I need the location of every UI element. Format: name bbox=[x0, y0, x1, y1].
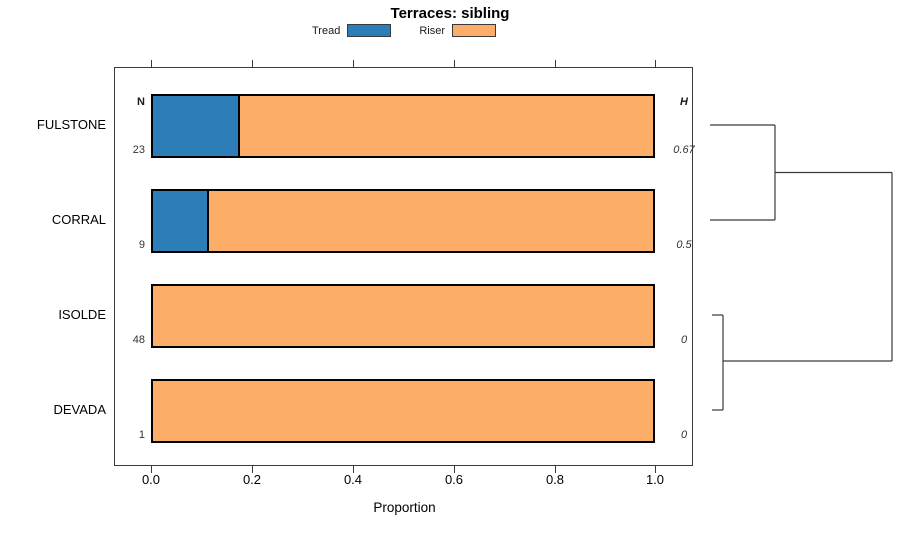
h-value-corral: 0.5 bbox=[676, 239, 692, 251]
row-label-corral: CORRAL bbox=[51, 212, 106, 227]
plot-area: 0.0 0.2 0.4 0.6 0.8 1.0 Proportion N H 2… bbox=[114, 60, 695, 515]
axis-tick bbox=[353, 60, 355, 67]
x-tick-label: 0.6 bbox=[444, 472, 464, 487]
axis-tick bbox=[151, 60, 153, 67]
legend-item-tread: Tread bbox=[312, 24, 392, 37]
bar-segment-riser bbox=[153, 286, 653, 346]
legend-swatch-riser bbox=[452, 24, 496, 37]
bar-corral bbox=[151, 189, 655, 253]
n-value-fulstone: 23 bbox=[132, 144, 145, 156]
n-value-devada: 1 bbox=[138, 429, 145, 441]
row-label-devada: DEVADA bbox=[53, 402, 107, 417]
axis-tick bbox=[252, 466, 254, 473]
axis-tick bbox=[353, 466, 355, 473]
legend-swatch-tread bbox=[347, 24, 392, 37]
row-label-fulstone: FULSTONE bbox=[36, 117, 106, 132]
x-tick-label: 1.0 bbox=[645, 472, 665, 487]
bar-segment-riser bbox=[153, 381, 653, 441]
n-column-header: N bbox=[137, 96, 145, 108]
legend-label-riser: Riser bbox=[419, 24, 445, 37]
n-value-isolde: 48 bbox=[132, 334, 145, 346]
legend-item-riser: Riser bbox=[419, 24, 496, 37]
axis-tick bbox=[655, 60, 657, 67]
bar-fulstone bbox=[151, 94, 655, 158]
axis-tick bbox=[454, 60, 456, 67]
h-value-fulstone: 0.67 bbox=[673, 144, 695, 156]
x-tick-label: 0.0 bbox=[141, 472, 161, 487]
x-tick-label: 0.4 bbox=[343, 472, 363, 487]
bar-segment-tread bbox=[153, 191, 209, 251]
bar-isolde bbox=[151, 284, 655, 348]
axis-tick bbox=[151, 466, 153, 473]
row-label-isolde: ISOLDE bbox=[58, 307, 106, 322]
bar-segment-tread bbox=[153, 96, 240, 156]
axis-tick bbox=[655, 466, 657, 473]
axis-tick bbox=[555, 60, 557, 67]
bar-segment-riser bbox=[208, 191, 653, 251]
axis-tick bbox=[252, 60, 254, 67]
x-axis-title: Proportion bbox=[373, 500, 436, 515]
chart-title: Terraces: sibling bbox=[390, 5, 510, 22]
x-tick-label: 0.8 bbox=[545, 472, 565, 487]
axis-tick bbox=[555, 466, 557, 473]
legend-label-tread: Tread bbox=[312, 24, 341, 37]
h-value-isolde: 0 bbox=[680, 334, 688, 346]
axis-tick bbox=[454, 466, 456, 473]
bar-devada bbox=[151, 379, 655, 443]
legend: Tread Riser bbox=[312, 24, 496, 37]
x-tick-label: 0.2 bbox=[242, 472, 262, 487]
h-value-devada: 0 bbox=[680, 429, 688, 441]
bar-segment-riser bbox=[240, 96, 653, 156]
h-column-header: H bbox=[680, 96, 688, 108]
n-value-corral: 9 bbox=[138, 239, 145, 251]
